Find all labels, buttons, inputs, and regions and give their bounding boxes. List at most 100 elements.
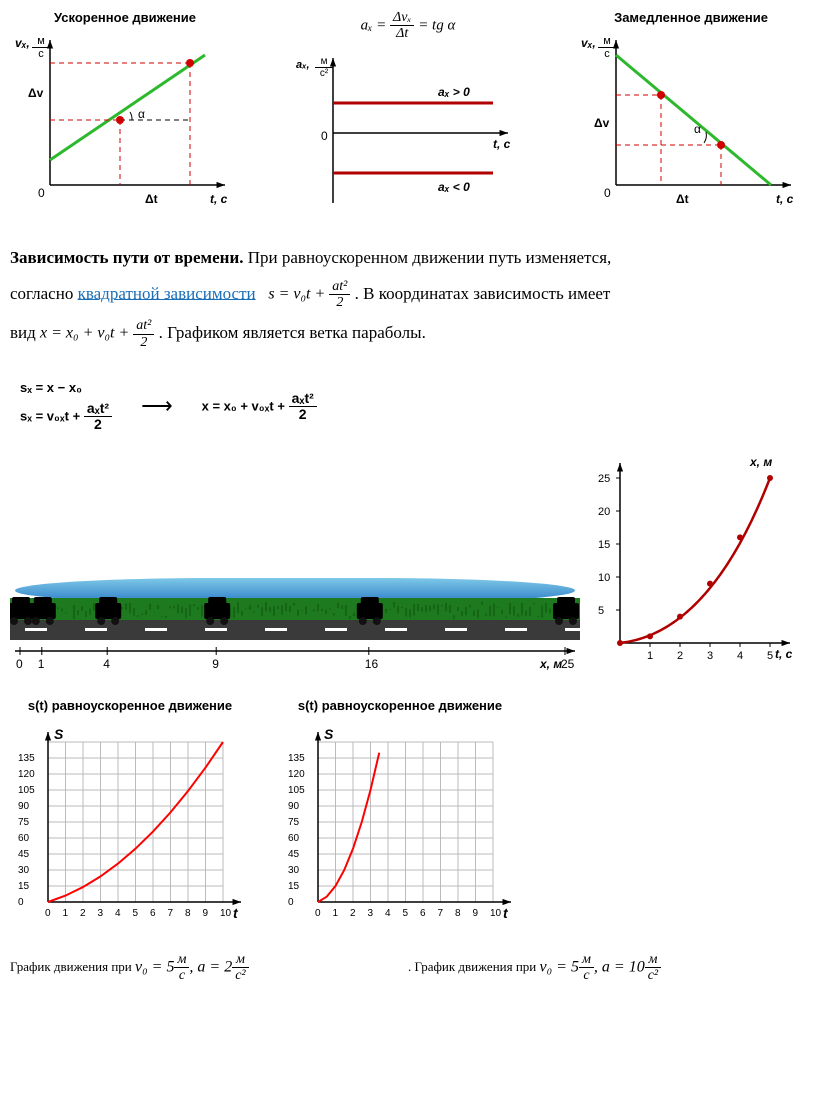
st-left-svg: St0123456789100153045607590105120135 [10, 717, 250, 927]
svg-text:90: 90 [18, 801, 30, 812]
accel-const-svg: aₓ, мc²t, с0aₓ > 0aₓ < 0 [293, 48, 523, 213]
svg-text:t, с: t, с [210, 192, 228, 206]
st-left-title: s(t) равноускоренное движение [10, 698, 250, 713]
st-chart-left: s(t) равноускоренное движение St01234567… [10, 698, 250, 927]
quadratic-link[interactable]: квадратной зависимости [78, 283, 256, 302]
accel-formula: aₓ = ΔvₓΔt = tg α [361, 10, 456, 42]
svg-text:0: 0 [38, 186, 45, 200]
f1-v: v₀ = 5 [135, 958, 174, 975]
svg-text:9: 9 [212, 657, 219, 671]
svg-text:vₓ,: vₓ, [15, 36, 30, 50]
svg-text:15: 15 [288, 881, 300, 892]
svg-text:t: t [233, 905, 239, 921]
deriv-l1: sₓ = x − x₀ [20, 380, 112, 395]
deriv-left: sₓ = x − x₀ sₓ = v₀ₓt + aₓt²2 [20, 380, 112, 433]
svg-text:5: 5 [133, 908, 139, 919]
svg-text:0: 0 [16, 657, 23, 671]
svg-text:30: 30 [18, 865, 30, 876]
svg-text:9: 9 [203, 908, 209, 919]
svg-text:5: 5 [598, 605, 604, 617]
svg-text:S: S [324, 726, 334, 742]
svg-text:0: 0 [604, 186, 611, 200]
accel-svg: vₓ, мct, с0ΔvΔtα [10, 25, 240, 215]
f2-ad: c² [645, 968, 661, 983]
eq-s: s = v₀t + at²2 [268, 279, 350, 311]
svg-text:45: 45 [18, 849, 30, 860]
svg-text:25: 25 [561, 657, 575, 671]
eq2-pre: x = x₀ + v₀t + [40, 325, 133, 342]
svg-text:0: 0 [321, 129, 328, 143]
eq-num: Δvₓ [390, 10, 414, 26]
accelerated-graph: Ускоренное движение vₓ, мct, с0ΔvΔtα [10, 10, 240, 215]
road-illustration: 01491625x, м [10, 543, 580, 678]
svg-text:Δt: Δt [145, 192, 158, 206]
svg-text:75: 75 [288, 817, 300, 828]
svg-text:20: 20 [598, 506, 610, 518]
svg-text:45: 45 [288, 849, 300, 860]
accel-title: Ускоренное движение [10, 10, 240, 25]
p1-text: При равноускоренном движении путь изменя… [244, 248, 612, 267]
eq1-den: 2 [329, 295, 350, 310]
svg-text:60: 60 [18, 833, 30, 844]
svg-text:10: 10 [490, 908, 502, 919]
parabola-chart: x, мt, с12345510152025 [580, 448, 805, 678]
deriv-l2-pre: sₓ = v₀ₓt + [20, 408, 84, 423]
velocity-diagrams-row: Ускоренное движение vₓ, мct, с0ΔvΔtα aₓ … [10, 10, 806, 215]
svg-text:aₓ < 0: aₓ < 0 [438, 180, 470, 194]
svg-text:5: 5 [403, 908, 409, 919]
svg-text:t, с: t, с [493, 137, 511, 151]
st-right-title: s(t) равноускоренное движение [280, 698, 520, 713]
svg-text:aₓ,: aₓ, [296, 59, 310, 71]
paragraph-1: Зависимость пути от времени. При равноус… [10, 245, 806, 271]
road-parabola-row: 01491625x, м x, мt, с12345510152025 [10, 448, 806, 678]
svg-text:30: 30 [288, 865, 300, 876]
svg-text:Δt: Δt [676, 192, 689, 206]
svg-text:15: 15 [18, 881, 30, 892]
svg-text:3: 3 [98, 908, 104, 919]
svg-text:1: 1 [647, 650, 653, 662]
cap1: График движения при [10, 959, 135, 974]
svg-text:4: 4 [737, 650, 743, 662]
f2-a: a = 10 [602, 958, 645, 975]
st-charts-row: s(t) равноускоренное движение St01234567… [10, 698, 806, 927]
svg-text:vₓ,: vₓ, [581, 36, 596, 50]
eq-lhs: aₓ = [361, 17, 390, 33]
f1-vn: м [174, 952, 189, 968]
svg-text:t: t [503, 905, 509, 921]
p3a: вид [10, 323, 40, 342]
deriv-r-den: 2 [289, 407, 317, 422]
f1-a: a = 2 [197, 958, 232, 975]
f2-vn: м [579, 952, 594, 968]
svg-text:105: 105 [288, 785, 305, 796]
svg-text:8: 8 [455, 908, 461, 919]
decelerated-graph: Замедленное движение vₓ, мct, с0ΔvΔtα [576, 10, 806, 215]
svg-text:S: S [54, 726, 64, 742]
st-chart-right: s(t) равноускоренное движение St01234567… [280, 698, 520, 927]
decel-title: Замедленное движение [576, 10, 806, 25]
svg-text:16: 16 [365, 657, 379, 671]
svg-text:4: 4 [385, 908, 391, 919]
svg-text:t, с: t, с [775, 647, 793, 661]
svg-text:3: 3 [368, 908, 374, 919]
svg-text:α: α [694, 122, 701, 136]
paragraph-3: вид x = x₀ + v₀t + at²2 . Графиком являе… [10, 318, 806, 350]
svg-text:75: 75 [18, 817, 30, 828]
svg-text:1: 1 [38, 657, 45, 671]
svg-text:5: 5 [767, 650, 773, 662]
svg-text:3: 3 [707, 650, 713, 662]
svg-text:x, м: x, м [749, 455, 772, 469]
eq2-num: at² [133, 318, 154, 334]
svg-text:t, с: t, с [776, 192, 794, 206]
eq-x: x = x₀ + v₀t + at²2 [40, 318, 154, 350]
svg-text:1: 1 [333, 908, 339, 919]
svg-text:135: 135 [288, 753, 305, 764]
svg-text:0: 0 [45, 908, 51, 919]
svg-text:10: 10 [220, 908, 232, 919]
deriv-l2-den: 2 [84, 417, 112, 432]
svg-text:120: 120 [18, 769, 35, 780]
svg-text:15: 15 [598, 539, 610, 551]
svg-text:7: 7 [438, 908, 444, 919]
svg-text:8: 8 [185, 908, 191, 919]
f2-v: v₀ = 5 [540, 958, 579, 975]
svg-text:9: 9 [473, 908, 479, 919]
